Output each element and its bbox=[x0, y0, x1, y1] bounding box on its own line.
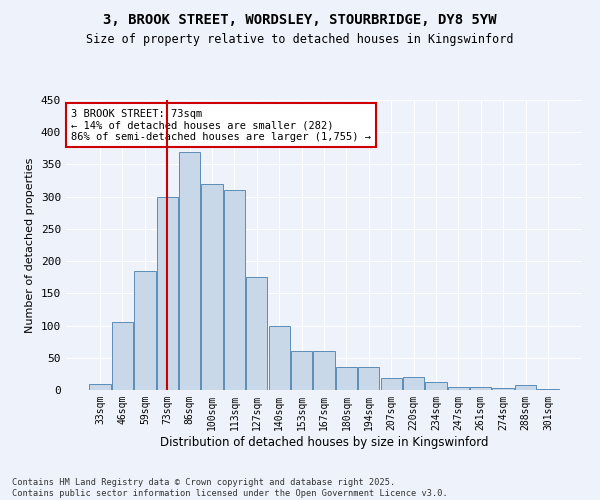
Bar bbox=[470, 388, 491, 390]
Text: Contains HM Land Registry data © Crown copyright and database right 2025.
Contai: Contains HM Land Registry data © Crown c… bbox=[12, 478, 448, 498]
Bar bbox=[537, 388, 559, 390]
Bar bbox=[313, 352, 335, 390]
Bar bbox=[202, 184, 223, 390]
Bar bbox=[112, 322, 133, 390]
Bar bbox=[358, 368, 379, 390]
Bar bbox=[425, 382, 446, 390]
X-axis label: Distribution of detached houses by size in Kingswinford: Distribution of detached houses by size … bbox=[160, 436, 488, 448]
Text: Size of property relative to detached houses in Kingswinford: Size of property relative to detached ho… bbox=[86, 32, 514, 46]
Bar bbox=[134, 271, 155, 390]
Bar bbox=[246, 277, 268, 390]
Bar bbox=[157, 196, 178, 390]
Bar bbox=[179, 152, 200, 390]
Bar bbox=[448, 387, 469, 390]
Bar bbox=[336, 368, 357, 390]
Bar bbox=[224, 190, 245, 390]
Text: 3, BROOK STREET, WORDSLEY, STOURBRIDGE, DY8 5YW: 3, BROOK STREET, WORDSLEY, STOURBRIDGE, … bbox=[103, 12, 497, 26]
Bar bbox=[291, 352, 312, 390]
Bar bbox=[89, 384, 111, 390]
Bar bbox=[269, 326, 290, 390]
Text: 3 BROOK STREET: 73sqm
← 14% of detached houses are smaller (282)
86% of semi-det: 3 BROOK STREET: 73sqm ← 14% of detached … bbox=[71, 108, 371, 142]
Bar bbox=[493, 388, 514, 390]
Bar bbox=[403, 377, 424, 390]
Bar bbox=[380, 378, 402, 390]
Bar bbox=[515, 386, 536, 390]
Y-axis label: Number of detached properties: Number of detached properties bbox=[25, 158, 35, 332]
